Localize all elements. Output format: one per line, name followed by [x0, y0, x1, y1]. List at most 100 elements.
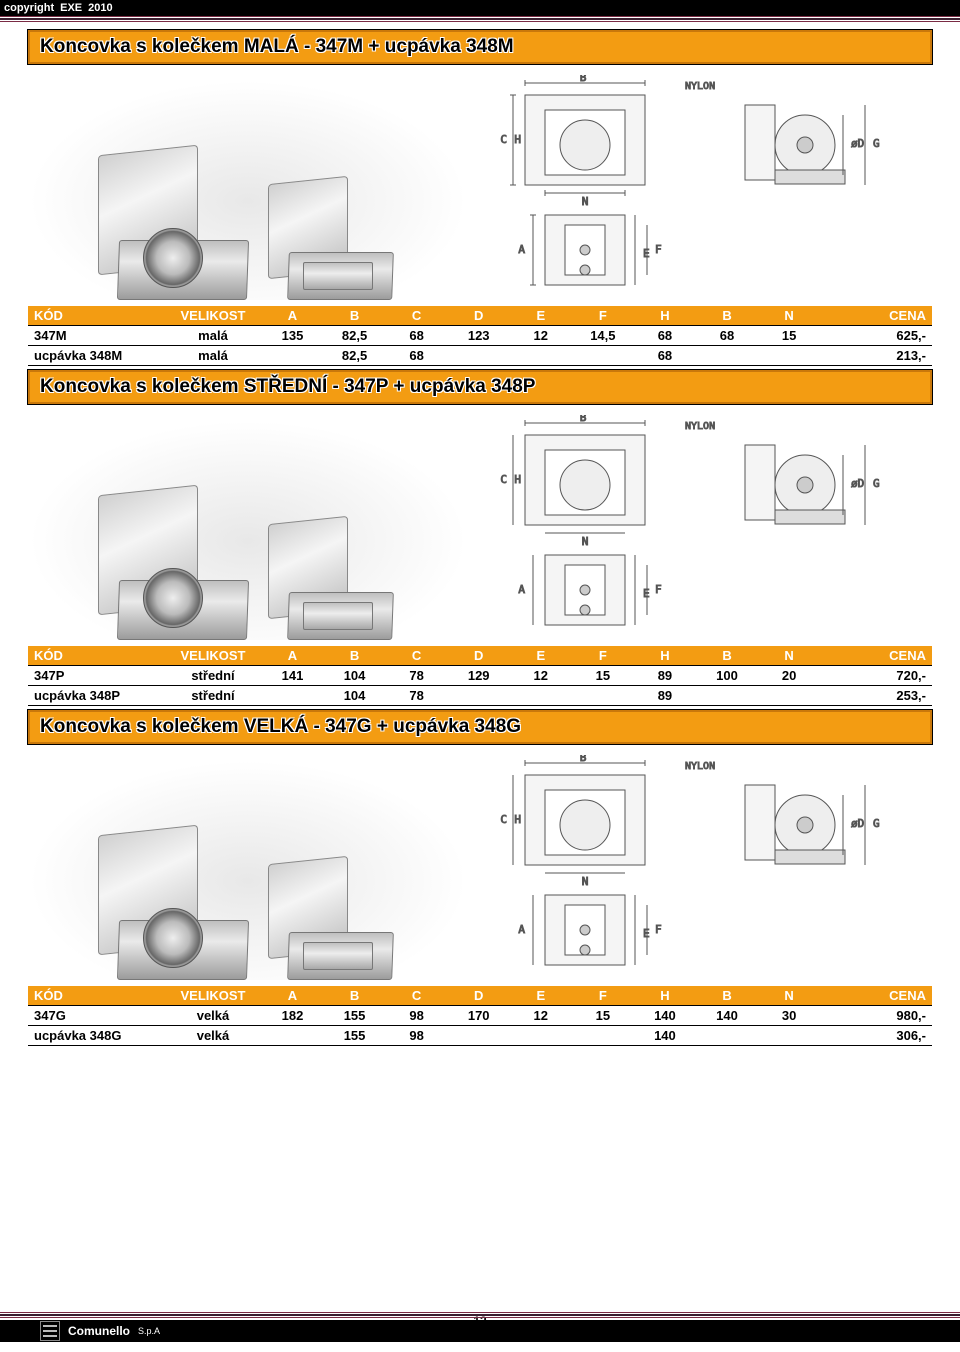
table-cell: 155 [324, 1026, 386, 1046]
table-cell: velká [165, 1006, 262, 1026]
svg-text:E: E [643, 587, 650, 600]
table-cell [261, 1026, 323, 1046]
table-row: 347Gvelká18215598170121514014030980,- [28, 1006, 932, 1026]
table-cell: 104 [324, 686, 386, 706]
table-cell [696, 686, 758, 706]
table-cell: 140 [634, 1006, 696, 1026]
figure-row-1: B C H N NYLON øD G [28, 70, 932, 300]
svg-text:B: B [580, 75, 587, 84]
table-cell: 625,- [820, 326, 932, 346]
section-title-2: Koncovka s kolečkem STŘEDNÍ - 347P + ucp… [28, 370, 932, 404]
table-cell: 12 [510, 1006, 572, 1026]
table-cell: střední [165, 666, 262, 686]
table-cell: 15 [572, 666, 634, 686]
table-cell: 12 [510, 666, 572, 686]
table-cell: ucpávka 348G [28, 1026, 165, 1046]
table-cell [448, 346, 510, 366]
table-cell: 78 [386, 686, 448, 706]
table-cell: 980,- [820, 1006, 932, 1026]
svg-text:F: F [655, 583, 662, 596]
svg-text:A: A [518, 923, 525, 936]
table-row: 347Mmalá13582,5681231214,5686815625,- [28, 326, 932, 346]
table-cell: 140 [634, 1026, 696, 1046]
exe-logo: EXE [60, 2, 82, 14]
svg-text:C: C [500, 133, 507, 146]
table-header-row: KÓD VELIKOST A B C D E F H B N CENA [28, 646, 932, 666]
table-cell: 182 [261, 1006, 323, 1026]
svg-text:N: N [582, 875, 589, 888]
table-cell: 141 [261, 666, 323, 686]
svg-text:G: G [873, 477, 880, 490]
tech-diagram-2: B C H N NYLON øD G A E F [478, 415, 932, 640]
table-cell: 15 [758, 326, 820, 346]
table-cell: 213,- [820, 346, 932, 366]
footer: Comunello S.p.A [0, 1312, 960, 1352]
page-content: Koncovka s kolečkem MALÁ - 347M + ucpávk… [0, 22, 960, 1046]
table-cell: 15 [572, 1006, 634, 1026]
table-header-row: KÓD VELIKOST A B C D E F H B N CENA [28, 306, 932, 326]
table-cell [510, 686, 572, 706]
figure-row-3: B C H N NYLON øD G A E F [28, 750, 932, 980]
table-cell: 253,- [820, 686, 932, 706]
table-cell: 68 [634, 326, 696, 346]
svg-text:E: E [643, 247, 650, 260]
table-cell: 306,- [820, 1026, 932, 1046]
table-body-2: 347Pstřední1411047812912158910020720,-uc… [28, 666, 932, 706]
table-cell: 347M [28, 326, 165, 346]
top-rules [0, 16, 960, 22]
table-cell: ucpávka 348P [28, 686, 165, 706]
table-cell [448, 686, 510, 706]
table-cell [696, 346, 758, 366]
table-cell: 98 [386, 1026, 448, 1046]
table-cell: 347G [28, 1006, 165, 1026]
table-cell: malá [165, 346, 262, 366]
product-photo-1 [28, 80, 468, 300]
table-cell [572, 686, 634, 706]
table-cell: 89 [634, 666, 696, 686]
tech-diagram-3: B C H N NYLON øD G A E F [478, 755, 932, 980]
table-row: 347Pstřední1411047812912158910020720,- [28, 666, 932, 686]
table-cell [572, 346, 634, 366]
table-row: ucpávka 348Mmalá82,56868213,- [28, 346, 932, 366]
table-cell: 129 [448, 666, 510, 686]
table-cell [510, 346, 572, 366]
table-cell [758, 686, 820, 706]
svg-text:N: N [582, 535, 589, 548]
table-cell: malá [165, 326, 262, 346]
table-cell: 68 [696, 326, 758, 346]
table-cell [261, 686, 323, 706]
svg-text:F: F [655, 243, 662, 256]
svg-text:H: H [514, 813, 521, 826]
table-body-1: 347Mmalá13582,5681231214,5686815625,-ucp… [28, 326, 932, 366]
table-cell [261, 346, 323, 366]
svg-text:G: G [873, 817, 880, 830]
svg-text:A: A [518, 243, 525, 256]
svg-text:NYLON: NYLON [685, 81, 715, 92]
table-cell: 82,5 [324, 346, 386, 366]
svg-text:F: F [655, 923, 662, 936]
table-cell: 82,5 [324, 326, 386, 346]
svg-text:NYLON: NYLON [685, 421, 715, 432]
svg-text:øD: øD [851, 817, 864, 830]
footer-logo-icon [40, 1321, 60, 1341]
table-cell: 68 [386, 346, 448, 366]
table-body-3: 347Gvelká18215598170121514014030980,-ucp… [28, 1006, 932, 1046]
table-cell [758, 1026, 820, 1046]
svg-text:øD: øD [851, 477, 864, 490]
table-cell [510, 1026, 572, 1046]
svg-text:H: H [514, 473, 521, 486]
footer-suffix: S.p.A [138, 1326, 160, 1336]
table-cell: 104 [324, 666, 386, 686]
table-row: ucpávka 348Gvelká15598140306,- [28, 1026, 932, 1046]
table-cell [696, 1026, 758, 1046]
spec-table-3: KÓD VELIKOST A B C D E F H B N CENA 347G… [28, 986, 932, 1046]
table-cell: 89 [634, 686, 696, 706]
table-cell: 155 [324, 1006, 386, 1026]
table-cell: 12 [510, 326, 572, 346]
figure-row-2: B C H N NYLON øD G A E F [28, 410, 932, 640]
copyright-bar: copyright EXE 2010 [0, 0, 960, 16]
svg-text:C: C [500, 813, 507, 826]
table-cell: 140 [696, 1006, 758, 1026]
table-cell: 135 [261, 326, 323, 346]
table-cell: 14,5 [572, 326, 634, 346]
